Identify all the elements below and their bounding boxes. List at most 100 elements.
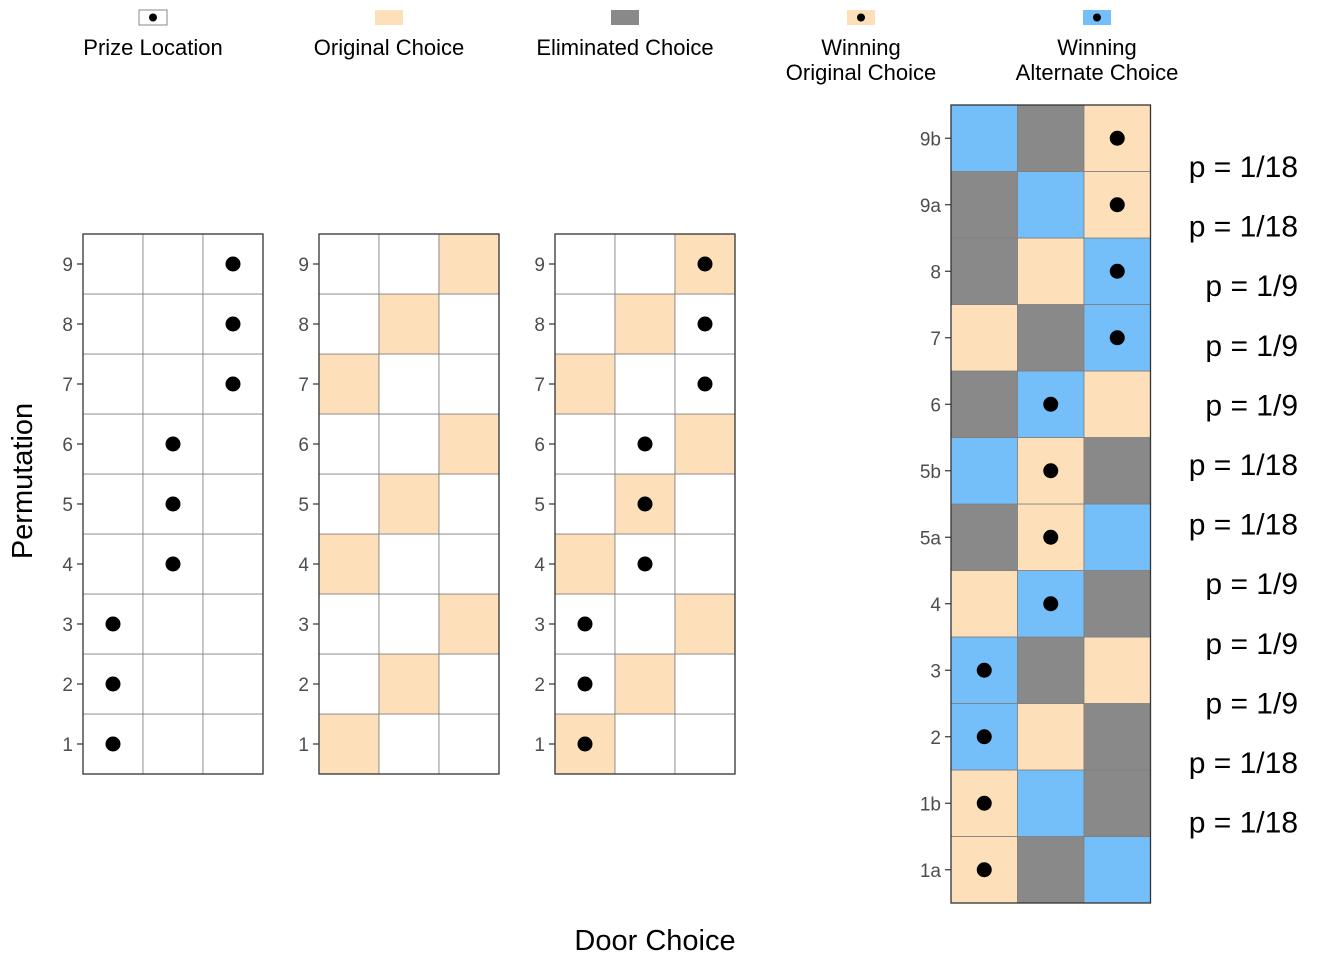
y-tick-label: 8: [930, 262, 941, 283]
cell-original: [674, 593, 736, 655]
cell-original: [614, 653, 676, 715]
cell-eliminated: [950, 370, 1018, 438]
cell-original: [378, 473, 440, 535]
cell-original: [438, 593, 500, 655]
cell-alternate: [950, 104, 1018, 172]
y-tick-label: 2: [534, 675, 545, 696]
prize-dot: [1043, 396, 1059, 412]
prize-dot: [976, 795, 992, 811]
y-tick-label: 5: [298, 495, 309, 516]
panel-combined: 1 2 3 4 5 6 7 8 9: [534, 233, 736, 775]
cell-empty: [202, 473, 264, 535]
y-tick-label: 7: [62, 375, 73, 396]
prize-dot: [1043, 463, 1059, 479]
legend: Prize Location Original Choice Eliminated …: [83, 9, 1178, 85]
cell-original: [554, 353, 616, 415]
probability-label: p = 1/18: [1189, 449, 1298, 482]
legend-item-prize: Prize Location: [83, 9, 223, 60]
probability-label: p = 1/18: [1189, 747, 1298, 780]
y-tick-label: 5a: [920, 528, 942, 549]
cell-empty: [202, 413, 264, 475]
cell-original: [318, 533, 380, 595]
cell-alternate: [1083, 503, 1151, 571]
prize-dot: [577, 616, 593, 632]
y-tick-label: 5b: [920, 462, 941, 483]
y-tick-label: 1: [62, 735, 73, 756]
legend-label: Original Choice: [314, 35, 464, 60]
cell-empty: [554, 413, 616, 475]
y-tick-label: 9: [534, 255, 545, 276]
cell-empty: [318, 413, 380, 475]
x-axis-title: Door Choice: [574, 925, 735, 957]
cell-empty: [202, 713, 264, 775]
probability-label: p = 1/9: [1205, 389, 1298, 422]
legend-swatch: [375, 10, 403, 25]
prize-dot: [1109, 197, 1125, 213]
y-tick-label: 9a: [920, 196, 942, 217]
cell-empty: [674, 533, 736, 595]
legend-label: Prize Location: [83, 35, 222, 60]
cell-original: [438, 233, 500, 295]
legend-label: Winning: [821, 35, 900, 60]
legend-label: Winning: [1057, 35, 1136, 60]
probability-label: p = 1/9: [1205, 330, 1298, 363]
cell-empty: [614, 593, 676, 655]
prize-dot: [637, 496, 653, 512]
y-tick-label: 1b: [920, 794, 941, 815]
cell-empty: [142, 233, 204, 295]
cell-alternate: [950, 437, 1018, 505]
y-tick-label: 2: [298, 675, 309, 696]
cell-eliminated: [950, 171, 1018, 239]
probability-label: p = 1/18: [1189, 151, 1298, 184]
cell-empty: [202, 533, 264, 595]
prize-dot: [165, 496, 181, 512]
y-tick-label: 9b: [920, 129, 941, 150]
cell-empty: [318, 293, 380, 355]
cell-eliminated: [1083, 570, 1151, 638]
cell-original: [378, 653, 440, 715]
cell-empty: [82, 533, 144, 595]
prize-dot: [976, 729, 992, 745]
prize-dot: [577, 736, 593, 752]
y-tick-label: 6: [62, 435, 73, 456]
y-tick-label: 7: [298, 375, 309, 396]
cell-empty: [614, 713, 676, 775]
cell-empty: [142, 353, 204, 415]
y-tick-label: 4: [534, 555, 545, 576]
prize-dot: [1109, 330, 1125, 346]
prize-dot: [225, 316, 241, 332]
cell-alternate: [1017, 171, 1085, 239]
cell-empty: [614, 353, 676, 415]
prize-dot: [105, 616, 121, 632]
probability-label: p = 1/9: [1205, 568, 1298, 601]
legend-label: Original Choice: [786, 60, 936, 85]
y-tick-label: 6: [930, 395, 941, 416]
cell-original: [378, 293, 440, 355]
probability-label: p = 1/9: [1205, 687, 1298, 720]
cell-original: [950, 304, 1018, 372]
probability-label: p = 1/9: [1205, 270, 1298, 303]
prize-dot: [637, 436, 653, 452]
panels: 1 2 3 4 5 6 7 8 9 1 2 3 4 5 6 7 8 9 1 2 3 4 5 6 7 8 9 1a 1b 2 3 4 5a 5b 6 7…: [62, 104, 1298, 904]
cell-empty: [674, 473, 736, 535]
cell-eliminated: [1017, 304, 1085, 372]
prize-dot: [1109, 263, 1125, 279]
cell-empty: [82, 353, 144, 415]
y-tick-label: 4: [930, 595, 941, 616]
probability-label: p = 1/18: [1189, 211, 1298, 244]
cell-original: [554, 533, 616, 595]
cell-empty: [614, 233, 676, 295]
prize-dot: [976, 662, 992, 678]
cell-empty: [82, 413, 144, 475]
y-tick-label: 8: [534, 315, 545, 336]
cell-empty: [554, 293, 616, 355]
prize-dot: [697, 256, 713, 272]
y-tick-label: 2: [930, 728, 941, 749]
y-tick-label: 3: [930, 661, 941, 682]
cell-original: [438, 413, 500, 475]
y-tick-label: 7: [534, 375, 545, 396]
panel-border: [950, 104, 1152, 904]
cell-empty: [82, 293, 144, 355]
